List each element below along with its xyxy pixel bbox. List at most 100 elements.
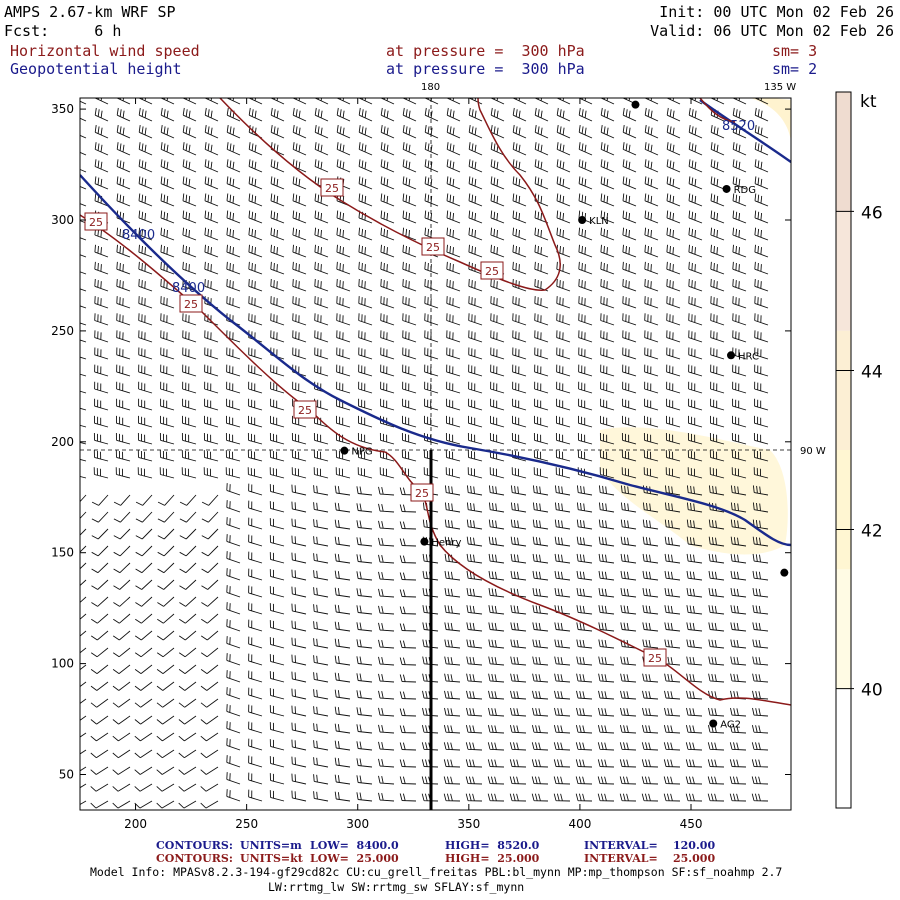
wind-barb: [94, 125, 109, 139]
wind-barb: [751, 776, 769, 785]
wind-barb: [314, 398, 329, 411]
wind-barb: [732, 227, 747, 241]
wind-barb: [600, 330, 615, 343]
wind-barb: [356, 486, 373, 496]
wind-barb: [487, 793, 505, 802]
wind-barb: [533, 432, 549, 445]
wind-barb: [356, 554, 373, 564]
wind-barb: [358, 381, 373, 394]
wind-barb: [160, 142, 175, 156]
wind-barb: [600, 159, 615, 173]
wind-barb: [446, 210, 461, 224]
wind-barb: [156, 732, 175, 742]
wind-barb: [575, 793, 593, 802]
wind-barb: [182, 227, 197, 241]
wind-barb: [248, 534, 263, 547]
wind-barb: [578, 347, 593, 360]
wind-barb: [510, 553, 527, 564]
wind-barb: [116, 261, 131, 275]
wind-barb: [248, 347, 263, 360]
wind-barb: [226, 210, 241, 224]
wind-barb: [226, 364, 241, 377]
wind-barb: [664, 485, 681, 496]
wind-barb: [269, 586, 285, 598]
wind-barb: [336, 261, 351, 275]
wind-barb: [269, 637, 285, 649]
wind-barb: [465, 742, 483, 751]
wind-barb: [80, 715, 87, 721]
wind-barb: [380, 313, 395, 326]
field-pressure-height: at pressure = 300 hPa: [386, 60, 585, 78]
wind-barb: [510, 673, 527, 683]
wind-barb: [402, 347, 417, 360]
wind-barb: [533, 467, 549, 479]
wind-barb: [399, 521, 417, 530]
station-label: HRC: [738, 351, 759, 362]
wind-barb: [510, 519, 527, 530]
wind-barb: [269, 484, 285, 496]
wind-barb: [443, 776, 461, 785]
wind-barb: [80, 322, 87, 326]
wind-barb: [356, 605, 373, 615]
wind-barb: [556, 210, 571, 224]
wind-barb: [600, 278, 615, 292]
wind-barb: [620, 690, 637, 700]
wind-barb: [598, 639, 615, 649]
height-label: 8400: [122, 228, 155, 243]
wind-barb: [80, 647, 87, 654]
wind-barb: [553, 776, 571, 785]
wind-barb: [600, 244, 615, 258]
wind-barb: [399, 606, 417, 615]
wind-barb: [116, 193, 131, 207]
wind-barb: [444, 553, 461, 564]
wind-barb: [112, 732, 131, 742]
wind-barb: [532, 707, 549, 717]
wind-barb: [270, 313, 285, 326]
wind-barb: [269, 705, 285, 717]
wind-barb: [622, 381, 637, 394]
wind-barb: [380, 176, 395, 190]
wind-barb: [335, 432, 351, 445]
wind-barb: [510, 485, 527, 496]
wind-barb: [620, 502, 637, 513]
wind-barb: [182, 107, 197, 122]
wind-barb: [270, 330, 285, 343]
wind-barb: [314, 313, 329, 326]
wind-barb: [532, 605, 549, 615]
wind-barb: [688, 313, 703, 326]
wind-barb: [598, 553, 615, 564]
wind-barb: [248, 500, 263, 513]
wind-barb: [468, 244, 483, 258]
wind-barb: [402, 278, 417, 292]
wind-barb: [248, 602, 263, 615]
wind-barb: [753, 467, 769, 479]
wind-barb: [314, 107, 329, 122]
wind-barb: [402, 125, 417, 139]
wind-barb: [446, 415, 461, 428]
wind-barb: [226, 296, 241, 309]
wind-barb: [291, 756, 307, 768]
wind-barb: [707, 742, 725, 751]
wind-barb: [269, 790, 285, 802]
wind-barb: [160, 330, 175, 343]
wind-barb: [490, 313, 505, 326]
wind-barb: [490, 176, 505, 190]
wind-barb: [468, 330, 483, 343]
wind-barb: [356, 690, 373, 700]
wind-barb: [291, 569, 307, 581]
wind-barb: [686, 536, 703, 547]
wind-barb: [160, 210, 175, 224]
wind-barb: [113, 528, 131, 540]
wind-barb: [226, 602, 241, 615]
wind-barb: [270, 415, 285, 428]
wind-barb: [732, 142, 747, 156]
speed-label: 25: [648, 652, 662, 665]
wind-barb: [269, 773, 285, 785]
wind-barb: [182, 125, 197, 139]
wind-barb: [600, 142, 615, 156]
wind-barb: [599, 450, 615, 462]
wind-barb: [708, 588, 725, 598]
wind-barb: [378, 554, 395, 564]
wind-barb: [666, 278, 681, 292]
wind-barb: [226, 585, 241, 598]
